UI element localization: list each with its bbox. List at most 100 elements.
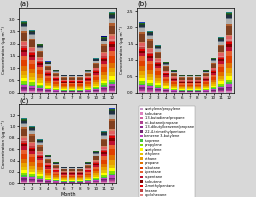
Bar bbox=[101, 52, 107, 53]
Bar bbox=[53, 86, 59, 87]
Bar bbox=[163, 66, 169, 67]
Bar bbox=[202, 82, 209, 84]
Bar bbox=[37, 62, 43, 63]
Bar bbox=[77, 89, 83, 90]
Bar bbox=[93, 82, 99, 84]
Bar bbox=[101, 151, 107, 152]
Bar bbox=[147, 70, 153, 74]
Bar bbox=[29, 85, 35, 86]
Bar bbox=[21, 71, 27, 75]
Bar bbox=[139, 78, 145, 81]
Bar bbox=[101, 150, 107, 151]
Bar bbox=[109, 47, 115, 51]
Bar bbox=[195, 78, 200, 80]
Bar bbox=[155, 78, 161, 81]
Bar bbox=[179, 89, 185, 90]
Bar bbox=[227, 13, 232, 14]
Bar bbox=[29, 60, 35, 64]
Bar bbox=[101, 59, 107, 61]
Bar bbox=[101, 88, 107, 89]
Bar bbox=[210, 59, 217, 60]
Bar bbox=[179, 85, 185, 86]
Bar bbox=[21, 144, 27, 147]
Bar bbox=[37, 60, 43, 61]
Bar bbox=[21, 154, 27, 159]
Bar bbox=[210, 63, 217, 64]
Bar bbox=[69, 75, 75, 76]
Bar bbox=[69, 175, 75, 176]
Bar bbox=[93, 177, 99, 178]
Bar bbox=[53, 91, 59, 92]
Bar bbox=[195, 86, 200, 87]
Bar bbox=[139, 89, 145, 90]
Bar bbox=[147, 85, 153, 86]
Bar bbox=[29, 174, 35, 176]
Bar bbox=[155, 64, 161, 66]
Bar bbox=[147, 86, 153, 88]
Bar bbox=[218, 61, 225, 64]
Bar bbox=[21, 181, 27, 182]
Bar bbox=[53, 81, 59, 82]
Bar bbox=[155, 91, 161, 92]
Bar bbox=[227, 56, 232, 63]
Bar bbox=[45, 91, 51, 92]
Bar bbox=[227, 47, 232, 51]
Bar bbox=[147, 39, 153, 41]
Bar bbox=[21, 129, 27, 136]
Bar bbox=[155, 90, 161, 91]
Bar bbox=[21, 123, 27, 124]
Bar bbox=[155, 53, 161, 58]
Bar bbox=[163, 65, 169, 66]
Bar bbox=[210, 91, 217, 92]
Bar bbox=[45, 64, 51, 66]
Bar bbox=[101, 56, 107, 58]
Bar bbox=[109, 110, 115, 111]
Bar bbox=[109, 179, 115, 180]
Bar bbox=[139, 32, 145, 34]
Bar bbox=[187, 75, 193, 76]
Bar bbox=[163, 75, 169, 77]
Bar bbox=[101, 91, 107, 92]
Bar bbox=[45, 63, 51, 64]
Bar bbox=[37, 70, 43, 74]
Bar bbox=[210, 89, 217, 90]
Bar bbox=[218, 81, 225, 84]
Bar bbox=[202, 84, 209, 86]
Bar bbox=[195, 76, 200, 77]
Bar bbox=[85, 89, 91, 90]
Bar bbox=[109, 39, 115, 41]
Bar bbox=[171, 74, 177, 76]
Bar bbox=[109, 109, 115, 110]
Bar bbox=[93, 153, 99, 154]
Bar bbox=[61, 82, 67, 83]
Bar bbox=[61, 77, 67, 78]
Bar bbox=[139, 22, 145, 23]
Bar bbox=[77, 175, 83, 176]
Bar bbox=[61, 168, 67, 169]
Bar bbox=[101, 167, 107, 170]
Bar bbox=[45, 175, 51, 176]
Bar bbox=[29, 162, 35, 166]
Bar bbox=[93, 84, 99, 85]
Bar bbox=[147, 90, 153, 91]
Bar bbox=[227, 51, 232, 56]
Bar bbox=[29, 127, 35, 128]
Bar bbox=[37, 65, 43, 67]
Bar bbox=[21, 119, 27, 120]
Bar bbox=[210, 71, 217, 72]
Bar bbox=[45, 90, 51, 91]
Bar bbox=[21, 50, 27, 52]
Bar bbox=[21, 87, 27, 89]
Bar bbox=[29, 181, 35, 182]
Bar bbox=[85, 80, 91, 81]
Bar bbox=[21, 180, 27, 181]
Bar bbox=[69, 86, 75, 87]
Bar bbox=[29, 136, 35, 142]
Bar bbox=[109, 160, 115, 164]
Bar bbox=[101, 72, 107, 75]
Bar bbox=[29, 180, 35, 181]
Bar bbox=[21, 41, 27, 43]
Bar bbox=[109, 15, 115, 18]
Bar bbox=[29, 89, 35, 90]
Bar bbox=[195, 90, 200, 91]
